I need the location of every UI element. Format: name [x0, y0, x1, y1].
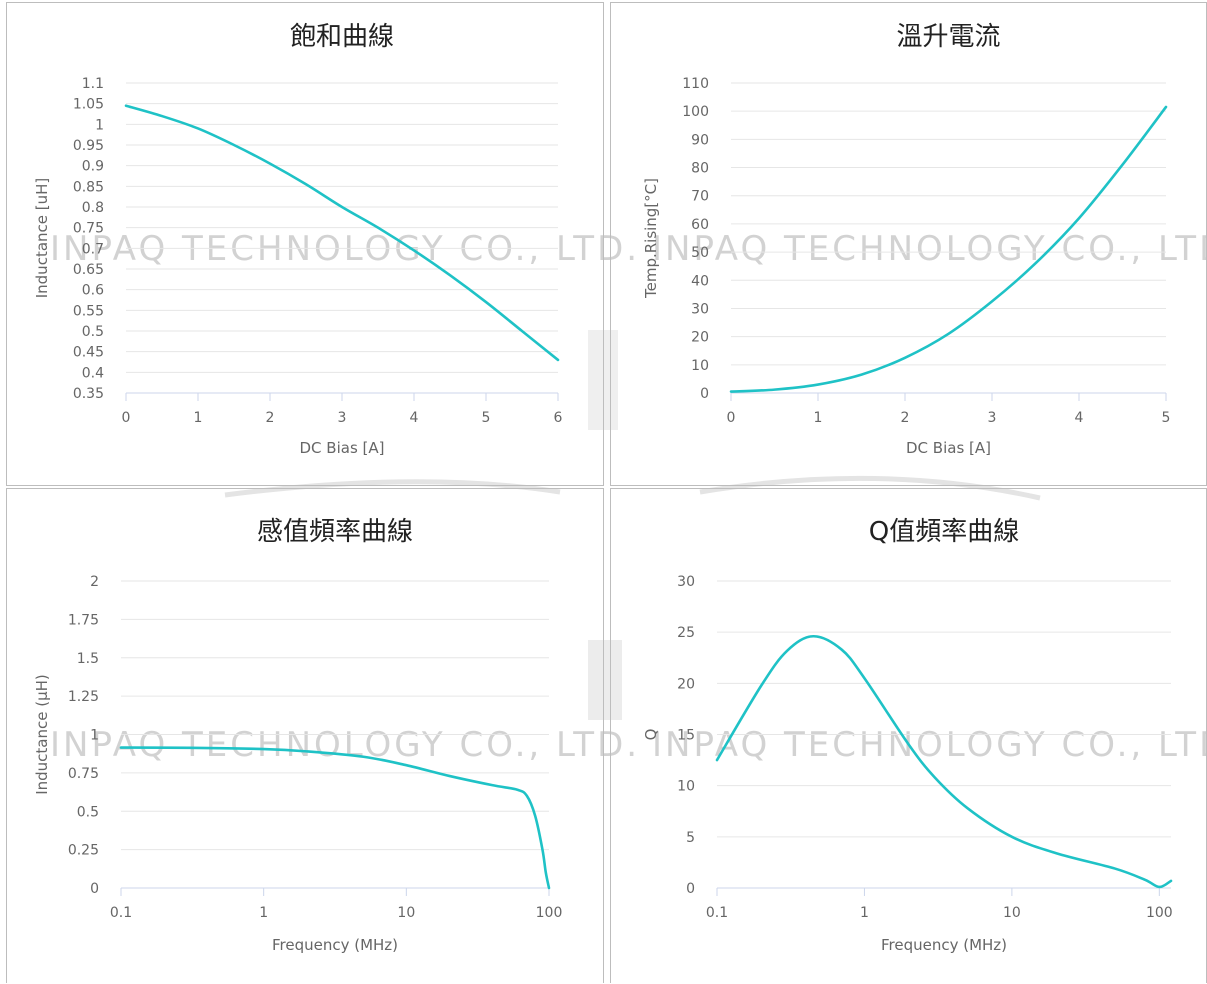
y-tick-label: 0.55: [73, 303, 104, 319]
x-axis-label: Frequency (MHz): [272, 936, 398, 954]
y-tick-label: 0: [90, 881, 99, 897]
series-line: [729, 105, 1168, 393]
y-tick-label: 80: [691, 161, 709, 177]
x-tick-label: 5: [482, 410, 491, 426]
y-tick-label: 2: [90, 574, 99, 590]
y-tick-label: 5: [686, 830, 695, 846]
x-tick-label: 3: [338, 410, 347, 426]
x-tick-label: 1: [194, 410, 203, 426]
y-tick-label: 1.1: [82, 76, 104, 92]
y-tick-label: 0.85: [73, 179, 104, 195]
y-tick-label: 0.5: [77, 804, 99, 820]
y-tick-label: 1.25: [68, 689, 99, 705]
x-tick-label: 0.1: [110, 905, 132, 921]
chart-panel-temperature-rise: 溫升電流 0 10 20 30 40 50 60 70 80 90 100 110 0 1 2 3 4 5 DC Bi…: [610, 2, 1207, 486]
y-tick-label: 20: [677, 676, 695, 692]
x-tick-label: 2: [266, 410, 275, 426]
x-tick-label: 0.1: [706, 905, 728, 921]
y-tick-label: 15: [677, 728, 695, 744]
chart-q-frequency: Q值頻率曲線 0 5 10 15 20 25 30 0.1 1 10 100 Frequency (MH…: [642, 517, 1173, 954]
y-tick-label: 1.75: [68, 612, 99, 628]
y-tick-label: 0.65: [73, 262, 104, 278]
y-axis-label: Q: [642, 729, 660, 741]
y-tick-label: 25: [677, 625, 695, 641]
y-tick-label: 0.6: [82, 283, 104, 299]
y-tick-label: 0.35: [73, 386, 104, 402]
chart-title: 飽和曲線: [290, 22, 394, 52]
chart-temperature-rise: 溫升電流 0 10 20 30 40 50 60 70 80 90 100 110 0 1 2 3 4 5 DC Bi…: [642, 22, 1171, 457]
y-tick-label: 1.5: [77, 651, 99, 667]
x-axis-label: Frequency (MHz): [881, 936, 1007, 954]
x-tick-label: 6: [554, 410, 563, 426]
y-tick-label: 0.95: [73, 138, 104, 154]
y-tick-label: 70: [691, 189, 709, 205]
y-tick-label: 0.9: [82, 159, 104, 175]
x-tick-label: 10: [397, 905, 415, 921]
x-tick-label: 100: [1146, 905, 1173, 921]
y-tick-label: 90: [691, 132, 709, 148]
y-tick-label: 0.45: [73, 345, 104, 361]
chart-panel-inductance-frequency: 感值頻率曲線 0 0.25 0.5 0.75 1 1.25 1.5 1.75 2 0.1 1 10 100…: [6, 488, 604, 983]
x-tick-label: 5: [1162, 410, 1171, 426]
y-tick-label: 10: [677, 779, 695, 795]
y-tick-label: 40: [691, 273, 709, 289]
x-tick-label: 0: [727, 410, 736, 426]
y-tick-label: 0: [700, 386, 709, 402]
x-tick-label: 4: [1075, 410, 1084, 426]
y-tick-label: 1: [90, 728, 99, 744]
y-tick-label: 110: [682, 76, 709, 92]
chart-saturation: 飽和曲線 0.35 0.4 0.45 0.5 0.55 0.6 0.65 0.7 0.75 0.8 0…: [33, 22, 563, 457]
chart-inductance-frequency: 感值頻率曲線 0 0.25 0.5 0.75 1 1.25 1.5 1.75 2 0.1 1 10 100…: [33, 517, 563, 954]
series-line: [124, 104, 560, 362]
x-tick-label: 1: [259, 905, 268, 921]
chart-panel-q-frequency: Q值頻率曲線 0 5 10 15 20 25 30 0.1 1 10 100 Frequency (MH…: [610, 488, 1207, 983]
chart-title: 感值頻率曲線: [257, 517, 413, 547]
y-tick-label: 0.5: [82, 324, 104, 340]
series-line: [715, 634, 1173, 889]
x-tick-label: 1: [860, 905, 869, 921]
x-tick-label: 1: [814, 410, 823, 426]
y-axis-label: Inductance [uH]: [33, 178, 51, 299]
y-tick-label: 50: [691, 245, 709, 261]
y-axis-label: Temp.Rising[°C]: [642, 178, 660, 299]
y-tick-label: 60: [691, 217, 709, 233]
y-tick-label: 0: [686, 881, 695, 897]
y-tick-label: 0.7: [82, 241, 104, 257]
y-tick-label: 10: [691, 358, 709, 374]
y-tick-label: 0.4: [82, 365, 104, 381]
y-tick-label: 1: [95, 117, 104, 133]
x-axis-label: DC Bias [A]: [906, 439, 991, 457]
x-tick-label: 100: [536, 905, 563, 921]
x-tick-label: 10: [1003, 905, 1021, 921]
chart-title: 溫升電流: [896, 22, 1000, 52]
y-axis-label: Inductance (µH): [33, 674, 51, 795]
chart-panel-saturation: 飽和曲線 0.35 0.4 0.45 0.5 0.55 0.6 0.65 0.7 0.75 0.8 0…: [6, 2, 604, 486]
y-tick-label: 0.75: [73, 221, 104, 237]
y-tick-label: 30: [677, 574, 695, 590]
x-axis-label: DC Bias [A]: [300, 439, 385, 457]
y-tick-label: 20: [691, 330, 709, 346]
x-tick-label: 2: [901, 410, 910, 426]
x-tick-label: 3: [988, 410, 997, 426]
y-tick-label: 100: [682, 104, 709, 120]
y-tick-label: 0.75: [68, 766, 99, 782]
y-tick-label: 1.05: [73, 97, 104, 113]
chart-title: Q值頻率曲線: [869, 517, 1019, 547]
y-tick-label: 0.25: [68, 843, 99, 859]
y-tick-label: 0.8: [82, 200, 104, 216]
series-line: [119, 746, 551, 890]
x-tick-label: 4: [410, 410, 419, 426]
y-tick-label: 30: [691, 301, 709, 317]
x-tick-label: 0: [122, 410, 131, 426]
